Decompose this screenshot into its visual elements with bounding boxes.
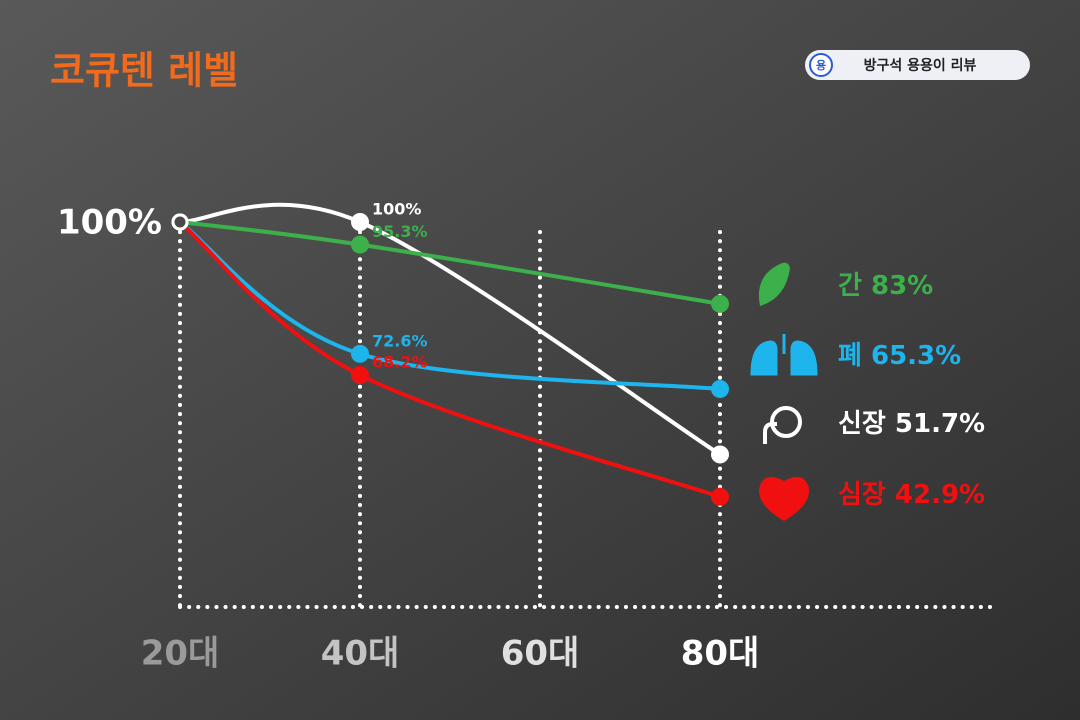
heart-icon <box>759 476 809 521</box>
point <box>711 294 729 313</box>
legend-name: 신장 <box>838 409 886 439</box>
value-label: 72.6% <box>372 331 428 350</box>
point <box>351 213 369 231</box>
badge-text: 방구석 용용이 리뷰 <box>864 57 977 74</box>
series-end-label: 심장 42.9% <box>838 480 985 510</box>
value-label: 95.3% <box>372 222 428 241</box>
liver-icon <box>758 262 790 306</box>
badge-icon-text: 용 <box>816 59 826 72</box>
series-line <box>179 202 722 457</box>
kidney-icon <box>770 406 802 438</box>
point <box>351 344 369 363</box>
x-tick-label: 60대 <box>501 634 580 674</box>
value-label: 42.9% <box>895 480 985 510</box>
value-label: 68.2% <box>372 353 428 372</box>
x-tick-label: 80대 <box>681 634 760 674</box>
series-label: 심장 42.9% <box>759 476 985 521</box>
value-label: 83% <box>871 271 933 301</box>
series-label: 폐 65.3% <box>750 334 961 376</box>
x-tick-label: 20대 <box>141 634 220 674</box>
value-label: 100% <box>372 200 421 219</box>
legend-name: 간 <box>838 271 862 301</box>
series-end-label: 신장 51.7% <box>838 409 985 439</box>
series-line <box>178 220 721 499</box>
point <box>351 366 369 385</box>
series-end-label: 폐 65.3% <box>838 341 961 371</box>
point <box>711 379 729 398</box>
series-end-label: 간 83% <box>838 271 933 301</box>
badge <box>805 50 1030 80</box>
lung-icon <box>750 334 818 376</box>
y-tick-label: 100% <box>57 203 162 243</box>
x-tick-label: 40대 <box>321 634 400 674</box>
point <box>711 445 729 464</box>
badge-icon <box>809 53 833 77</box>
series-line <box>178 220 721 391</box>
point <box>351 235 369 254</box>
series-label: 간 83% <box>758 262 933 306</box>
value-label: 51.7% <box>895 409 985 439</box>
value-label: 65.3% <box>871 341 961 371</box>
point <box>171 213 189 231</box>
legend-name: 폐 <box>838 341 862 371</box>
series-label: 신장 51.7% <box>763 406 985 444</box>
series-line <box>179 220 721 306</box>
chart-title: 코큐텐 레벨 <box>50 49 238 93</box>
legend-name: 심장 <box>838 480 886 510</box>
point <box>711 487 729 506</box>
